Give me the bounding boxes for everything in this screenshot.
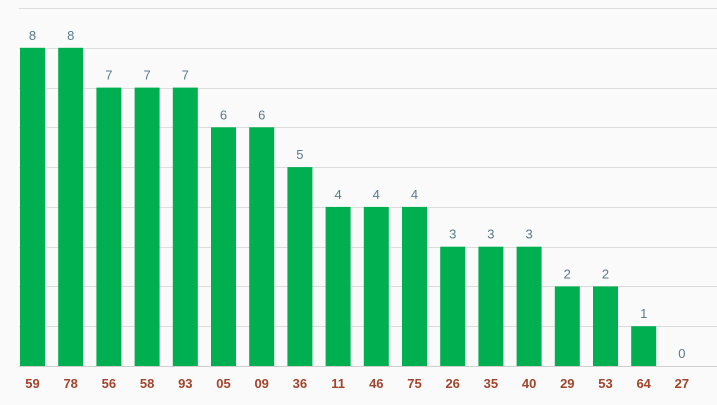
value-label-46: 4 xyxy=(373,187,380,202)
category-label-64: 64 xyxy=(636,376,651,391)
bar-09 xyxy=(249,127,275,366)
category-label-26: 26 xyxy=(445,376,459,391)
category-label-05: 05 xyxy=(216,376,230,391)
category-label-09: 09 xyxy=(254,376,268,391)
category-label-27: 27 xyxy=(675,376,689,391)
category-label-36: 36 xyxy=(293,376,307,391)
category-label-78: 78 xyxy=(63,376,77,391)
category-label-29: 29 xyxy=(560,376,574,391)
value-label-93: 7 xyxy=(182,68,189,83)
category-label-58: 58 xyxy=(140,376,154,391)
value-label-78: 8 xyxy=(67,28,74,43)
value-label-09: 6 xyxy=(258,107,265,122)
value-label-58: 7 xyxy=(143,68,150,83)
bar-40 xyxy=(516,246,542,366)
category-label-59: 59 xyxy=(25,376,39,391)
category-label-56: 56 xyxy=(102,376,116,391)
bar-78 xyxy=(58,47,84,367)
value-label-27: 0 xyxy=(678,346,685,361)
value-label-59: 8 xyxy=(29,28,36,43)
bar-36 xyxy=(287,167,313,366)
value-label-05: 6 xyxy=(220,107,227,122)
value-label-64: 1 xyxy=(640,306,647,321)
category-labels: 59 78 56 58 93 05 09 36 11 46 75 26 35 40 29 53 64 27 xyxy=(25,376,689,391)
bar-93 xyxy=(172,87,198,366)
category-label-53: 53 xyxy=(598,376,612,391)
value-label-36: 5 xyxy=(296,147,303,162)
value-label-11: 4 xyxy=(334,187,341,202)
bar-29 xyxy=(554,286,580,366)
value-labels: 8 8 7 7 7 6 6 5 4 4 4 3 3 3 2 2 1 0 xyxy=(29,28,686,361)
bar-53 xyxy=(593,286,618,366)
category-label-40: 40 xyxy=(522,376,536,391)
bars xyxy=(20,47,657,367)
category-label-46: 46 xyxy=(369,376,383,391)
bar-64 xyxy=(631,326,657,366)
value-label-26: 3 xyxy=(449,227,456,242)
category-label-35: 35 xyxy=(484,376,498,391)
bar-75 xyxy=(402,206,427,366)
bar-05 xyxy=(211,127,236,366)
bar-59 xyxy=(20,47,45,367)
bar-46 xyxy=(363,206,389,366)
value-label-56: 7 xyxy=(105,68,112,83)
category-label-11: 11 xyxy=(331,376,345,391)
value-label-40: 3 xyxy=(525,227,532,242)
value-label-75: 4 xyxy=(411,187,418,202)
bar-11 xyxy=(325,206,351,366)
value-label-29: 2 xyxy=(564,266,571,281)
bar-56 xyxy=(96,87,122,366)
category-label-93: 93 xyxy=(178,376,192,391)
bar-58 xyxy=(134,87,160,366)
value-label-35: 3 xyxy=(487,227,494,242)
value-label-53: 2 xyxy=(602,266,609,281)
category-label-75: 75 xyxy=(407,376,421,391)
bar-26 xyxy=(440,246,466,366)
bar-35 xyxy=(478,246,504,366)
